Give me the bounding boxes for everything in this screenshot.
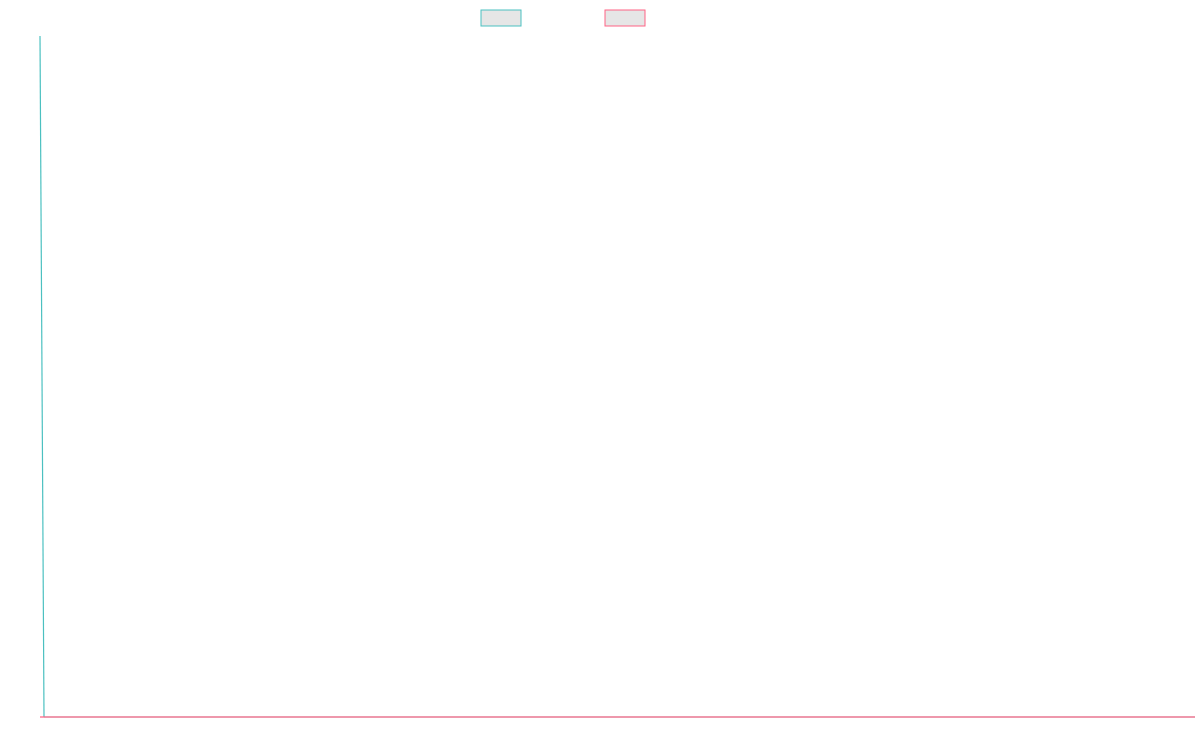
plot-area: [39, 35, 1195, 718]
legend: [480, 9, 646, 27]
legend-swatch-1[interactable]: [480, 9, 522, 27]
series-line-1: [39, 35, 45, 718]
legend-swatch-2[interactable]: [604, 9, 646, 27]
